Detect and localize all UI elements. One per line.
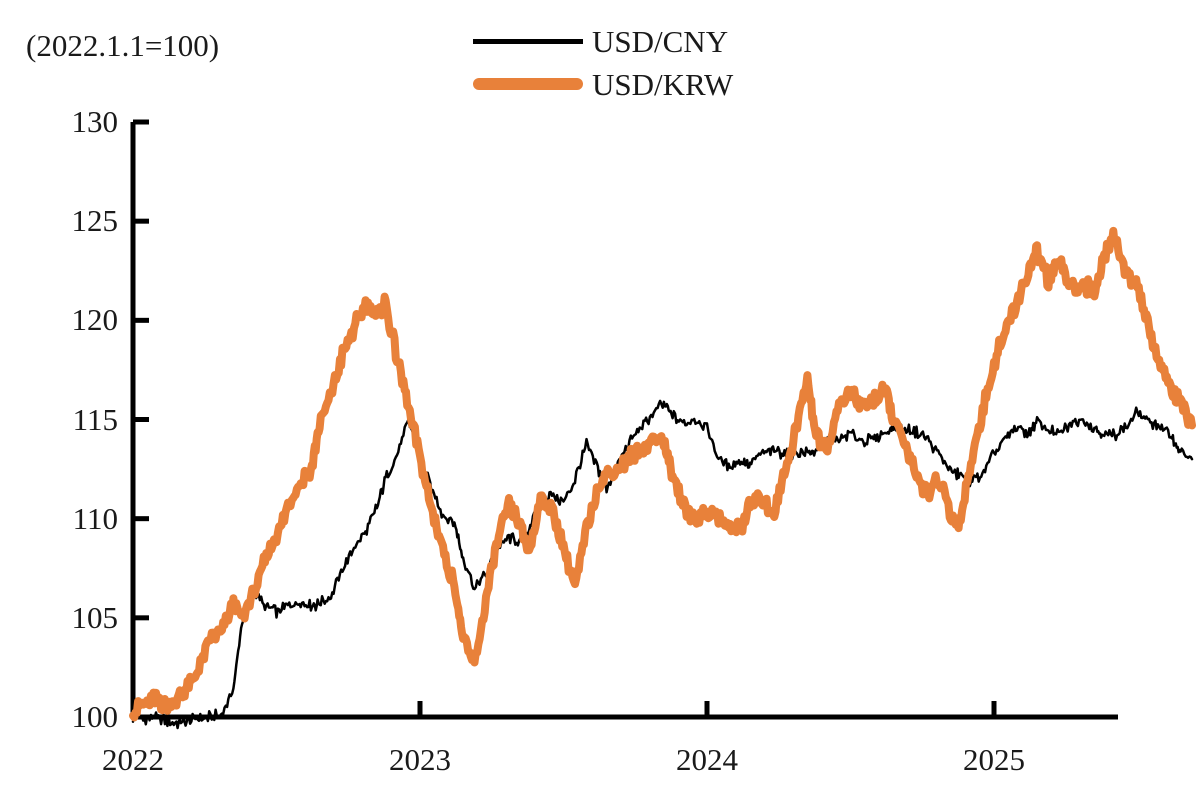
legend-swatch-usd-krw xyxy=(473,78,583,90)
y-tick-label: 110 xyxy=(72,500,118,536)
x-tick-label: 2025 xyxy=(963,742,1025,777)
y-tick-label: 125 xyxy=(71,203,119,239)
legend-label-usd-cny: USD/CNY xyxy=(592,24,729,59)
series-line-usd-krw xyxy=(129,226,1196,722)
y-tick-label: 100 xyxy=(71,699,119,734)
x-tick-label: 2022 xyxy=(102,742,164,777)
legend-item-usd-krw: USD/KRW xyxy=(468,65,808,108)
series-line-usd-cny xyxy=(131,399,1194,730)
chart-legend: USD/CNY USD/KRW xyxy=(468,22,808,108)
axis-lines xyxy=(130,119,1118,720)
y-axis-tick-labels: 100 105 110 115 120 125 130 xyxy=(18,0,119,812)
legend-item-usd-cny: USD/CNY xyxy=(468,22,808,65)
y-tick-label: 120 xyxy=(71,302,119,338)
legend-swatch-usd-cny xyxy=(473,39,583,44)
y-tick-label: 105 xyxy=(71,599,119,635)
x-tick-label: 2024 xyxy=(676,742,738,777)
legend-label-usd-krw: USD/KRW xyxy=(592,67,734,102)
y-tick-label: 130 xyxy=(71,104,119,139)
y-tick-label: 115 xyxy=(72,401,118,437)
data-series-layer xyxy=(129,226,1196,730)
x-tick-label: 2023 xyxy=(389,742,451,777)
chart-title: (2022.1.1=100) xyxy=(26,28,220,63)
